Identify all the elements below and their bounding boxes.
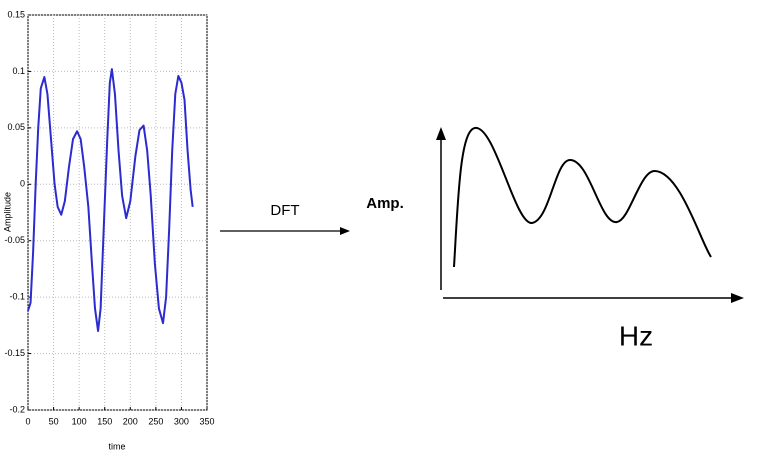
- y-tick-label: -0.1: [9, 292, 25, 302]
- spectrum-curve: [453, 127, 712, 268]
- x-tick-label: 350: [199, 416, 214, 426]
- x-tick-label: 250: [148, 416, 163, 426]
- x-tick-label: 0: [25, 416, 30, 426]
- spectrum-y-label: Amp.: [366, 195, 404, 212]
- x-tick-label: 300: [174, 416, 189, 426]
- x-tick-label: 50: [49, 416, 59, 426]
- y-tick-label: -0.2: [9, 404, 25, 414]
- spectrum-x-arrow: [731, 293, 744, 303]
- y-tick-label: 0.05: [7, 122, 25, 132]
- y-tick-label: 0: [20, 179, 25, 189]
- y-tick-label: -0.05: [4, 235, 25, 245]
- y-tick-label: -0.15: [4, 348, 25, 358]
- x-tick-label: 100: [72, 416, 87, 426]
- x-tick-label: 150: [97, 416, 112, 426]
- y-tick-label: 0.15: [7, 9, 25, 19]
- spectrum-x-label: Hz: [619, 320, 653, 351]
- y-tick-label: 0.1: [12, 66, 25, 76]
- y-axis-label: Amplitude: [2, 192, 12, 232]
- spectrum-y-arrow: [436, 127, 446, 140]
- plot-frame: [27, 14, 208, 411]
- arrow-head: [340, 227, 350, 235]
- x-tick-label: 200: [123, 416, 138, 426]
- x-axis-label: time: [108, 441, 125, 451]
- signal-line: [27, 68, 194, 332]
- arrow-label: DFT: [270, 202, 299, 219]
